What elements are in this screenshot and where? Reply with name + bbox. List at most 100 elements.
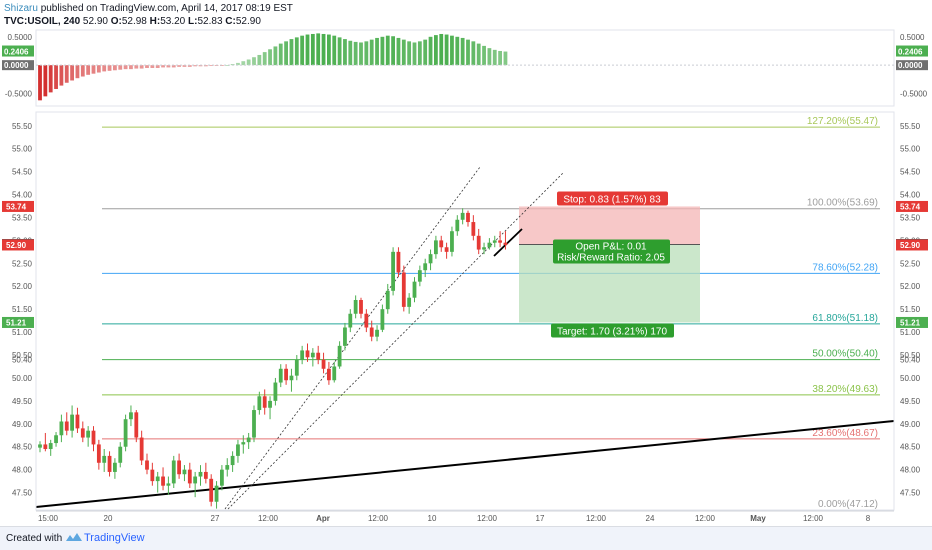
oscillator-tick-label: -0.5000 bbox=[900, 90, 928, 99]
candle-body bbox=[220, 469, 224, 486]
oscillator-bar bbox=[198, 65, 203, 67]
candle-body bbox=[214, 485, 219, 502]
oscillator-bar bbox=[236, 62, 240, 66]
candle-body bbox=[171, 460, 176, 484]
oscillator-bar bbox=[96, 65, 101, 73]
low-label: L: bbox=[188, 16, 198, 27]
candle-body bbox=[337, 345, 342, 367]
oscillator-bar bbox=[498, 50, 502, 66]
oscillator-bar bbox=[391, 36, 395, 66]
oscillator-bar bbox=[155, 65, 160, 68]
price-tick-label: 50.50 bbox=[12, 351, 33, 360]
candle-body bbox=[252, 410, 256, 438]
candle-body bbox=[396, 251, 401, 273]
candle-body bbox=[203, 471, 208, 479]
price-tag-label: 51.21 bbox=[900, 318, 921, 327]
oscillator-bar bbox=[102, 65, 107, 72]
high-value: 53.20 bbox=[160, 16, 186, 27]
candle-body bbox=[487, 242, 492, 248]
candle-body bbox=[268, 400, 272, 408]
oscillator-bar bbox=[203, 65, 208, 67]
time-tick-label: Apr bbox=[316, 514, 330, 523]
oscillator-bar bbox=[145, 65, 149, 68]
price-tick-label: 49.00 bbox=[900, 420, 921, 429]
price-tick-label: 54.00 bbox=[900, 191, 921, 200]
candle-body bbox=[187, 469, 192, 484]
position-tool: Stop: 0.83 (1.57%) 83 Open P&L: 0.01Risk/… bbox=[519, 191, 700, 338]
stop-badge bbox=[557, 191, 668, 206]
candle-body bbox=[150, 469, 155, 482]
candle-body bbox=[498, 240, 502, 243]
candle-body bbox=[75, 414, 80, 429]
price-tag-label: 53.74 bbox=[900, 202, 921, 211]
candle-body bbox=[161, 476, 165, 486]
oscillator-bar bbox=[54, 65, 58, 89]
candle-body bbox=[300, 350, 305, 360]
candle-body bbox=[209, 478, 214, 502]
fib-level-label: 0.00%(47.12) bbox=[818, 499, 878, 510]
price-tag bbox=[896, 316, 928, 328]
price-tag bbox=[2, 316, 34, 328]
oscillator-zero-label: 0.0000 bbox=[4, 61, 29, 70]
price-tick-label: 49.50 bbox=[12, 397, 33, 406]
oscillator-bar bbox=[428, 36, 433, 66]
fib-level-label: 78.60%(52.28) bbox=[812, 262, 878, 273]
price-tick-label: 52.00 bbox=[900, 282, 921, 291]
high-label: H: bbox=[149, 16, 161, 27]
chart-area[interactable]: 0.5000 0.5000 0.2406 0.2406 0.0000 0.0000 -0.5… bbox=[0, 0, 932, 526]
price-tick-label: 49.00 bbox=[12, 420, 33, 429]
symbol-line: TVC:USOIL, 240 52.90 O:52.98 H:53.20 L:5… bbox=[4, 16, 261, 27]
oscillator-bar bbox=[177, 65, 181, 67]
oscillator-tick-label: -0.5000 bbox=[5, 90, 33, 99]
oscillator-zero-tag bbox=[2, 60, 34, 71]
oscillator-bar bbox=[487, 48, 492, 66]
candle-body bbox=[262, 396, 267, 408]
oscillator-bar bbox=[417, 41, 422, 66]
candle-body bbox=[278, 368, 283, 383]
close-label: C: bbox=[225, 16, 236, 27]
price-tick-label: 50.00 bbox=[12, 374, 33, 383]
tradingview-brand[interactable]: TradingView bbox=[84, 532, 145, 544]
oscillator-bar bbox=[134, 65, 139, 69]
candle-body bbox=[129, 412, 133, 420]
price-tick-label: 50.40 bbox=[900, 356, 921, 365]
fib-level-label: 50.00%(50.40) bbox=[812, 349, 878, 360]
candle-body bbox=[96, 444, 101, 463]
oscillator-bar bbox=[294, 37, 299, 66]
oscillator-value-tag bbox=[896, 45, 928, 57]
oscillator-bar bbox=[423, 39, 428, 66]
candle-body bbox=[423, 263, 428, 271]
oscillator-bar bbox=[246, 59, 251, 66]
candle-body bbox=[310, 352, 315, 358]
price-tick-label: 48.00 bbox=[12, 466, 33, 475]
published-text: published on TradingView.com, April 14, … bbox=[40, 3, 293, 14]
oscillator-bar bbox=[75, 65, 80, 79]
candle-body bbox=[466, 212, 470, 223]
candle-body bbox=[80, 428, 85, 438]
oscillator-bar bbox=[407, 41, 412, 66]
author-link[interactable]: Shizaru bbox=[4, 3, 38, 14]
candle-body bbox=[476, 235, 481, 250]
candle-body bbox=[482, 247, 486, 250]
oscillator-bar bbox=[129, 65, 133, 70]
candle-body bbox=[492, 240, 497, 243]
price-tick-label: 55.50 bbox=[12, 122, 33, 131]
candle-body bbox=[155, 476, 160, 482]
candle-body bbox=[134, 412, 139, 438]
candle-body bbox=[417, 270, 422, 282]
oscillator-bar bbox=[166, 65, 171, 68]
price-tick-label: 48.50 bbox=[900, 443, 921, 452]
oscillator-zero-tag bbox=[896, 60, 928, 71]
oscillator-bar bbox=[70, 65, 74, 81]
oscillator-bar bbox=[209, 65, 214, 66]
oscillator-bar bbox=[273, 46, 278, 66]
oscillator-pane: 0.5000 0.5000 0.2406 0.2406 0.0000 0.0000 -0.5… bbox=[2, 29, 928, 107]
oscillator-bar bbox=[369, 39, 374, 66]
candle-body bbox=[385, 290, 390, 310]
oscillator-bar bbox=[434, 35, 438, 66]
price-tick-label: 51.50 bbox=[900, 305, 921, 314]
fib-level-label: 100.00%(53.69) bbox=[807, 198, 878, 209]
oscillator-bar bbox=[241, 61, 246, 66]
oscillator-bar bbox=[412, 42, 417, 66]
candle-body bbox=[145, 460, 149, 470]
